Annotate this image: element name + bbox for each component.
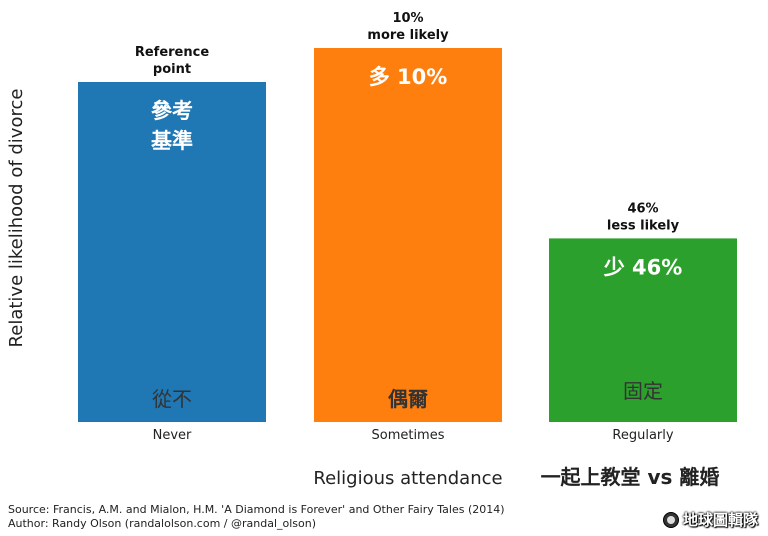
bar-2 [549,238,737,422]
bar-annotation: less likely [607,218,680,233]
bar-0 [78,82,266,422]
y-axis-label: Relative likelihood of divorce [6,89,27,348]
bar-annotation: Reference [135,45,209,60]
globe-icon [662,511,679,528]
author-note: Author: Randy Olson (randalolson.com / @… [8,517,317,530]
x-tick-label: Regularly [612,428,673,443]
bar-annotation: point [153,62,191,77]
x-axis-label: Religious attendance [313,468,502,489]
x-axis-label-chinese: 一起上教堂 vs 離婚 [541,465,720,489]
bar-annotation-chinese: 基準 [151,129,193,153]
brand-watermark: 地球圖輯隊 [662,509,758,530]
bar-annotation-chinese: 少 46% [603,255,683,279]
bar-category-chinese: 偶爾 [388,387,428,411]
brand-label: 地球圖輯隊 [682,511,758,529]
bar-annotation: 10% [392,11,423,26]
bar-annotation: 46% [627,201,658,216]
bar-category-chinese: 固定 [623,379,663,403]
bar-annotation-chinese: 參考 [151,99,193,123]
bar-1 [314,48,502,422]
bar-category-chinese: 從不 [152,387,192,411]
source-note: Source: Francis, A.M. and Mialon, H.M. '… [8,503,505,516]
x-tick-label: Sometimes [371,428,444,443]
bar-annotation: more likely [367,28,449,43]
x-tick-label: Never [153,428,192,443]
bar-annotation-chinese: 多 10% [369,65,448,89]
